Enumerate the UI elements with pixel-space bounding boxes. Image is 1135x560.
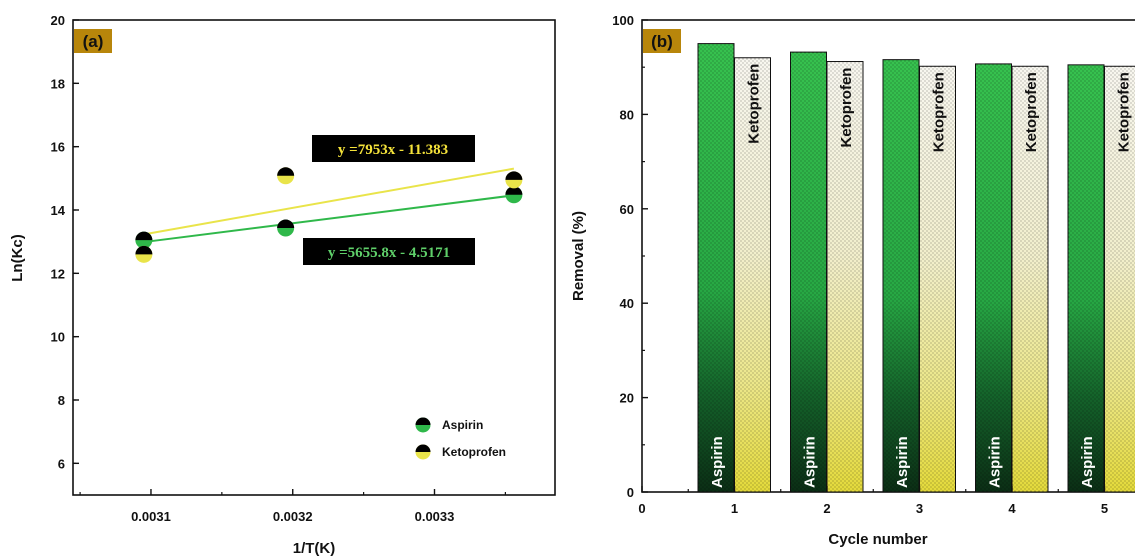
y-tick-label-b: 80 (620, 107, 634, 122)
y-tick-label-a: 10 (51, 330, 65, 345)
bar-label-ketoprofen: Ketoprofen (746, 64, 763, 144)
marker-upper-half (135, 231, 153, 241)
fit-line-ketoprofen (143, 167, 515, 236)
eq-ketoprofen: y =7953x - 11.383 (338, 142, 448, 158)
marker-upper-half (505, 186, 523, 195)
bar-label-ketoprofen: Ketoprofen (838, 68, 855, 148)
bar-aspirin-texture (975, 63, 1012, 493)
x-tick-label-b: 5 (1101, 501, 1108, 516)
panel-b-xlabel: Cycle number (828, 531, 927, 548)
panel-a-scatter: 6 8 10 12 14 16 18 20 0.0031 0.0032 0.0033 (a) y =… (9, 13, 556, 557)
bar-label-ketoprofen: Ketoprofen (931, 72, 948, 152)
y-tick-label-a: 14 (51, 203, 66, 218)
eq-aspirin-box: y =5655.8x - 4.5171 (303, 238, 475, 265)
bar-ketoprofen-texture (919, 66, 956, 493)
bar-label-aspirin: Aspirin (987, 436, 1004, 488)
bar-aspirin-texture (1068, 64, 1104, 492)
bar-ketoprofen-texture (827, 61, 863, 492)
panel-b-label-box: (b) (643, 29, 681, 53)
y-tick-label-a: 20 (51, 13, 65, 28)
panel-a-label-box: (a) (74, 29, 112, 53)
bar-label-ketoprofen: Ketoprofen (1116, 72, 1133, 152)
legend-a-ketoprofen-marker (415, 444, 431, 460)
data-point-ketoprofen (505, 171, 523, 189)
fit-line-aspirin (143, 194, 515, 244)
eq-ketoprofen-box: y =7953x - 11.383 (312, 135, 475, 162)
x-tick-label-a: 0.0031 (131, 509, 171, 524)
y-tick-label-a: 18 (51, 76, 65, 91)
y-tick-label-a: 12 (51, 266, 65, 281)
marker-upper-half (135, 245, 153, 255)
y-tick-label-b: 20 (620, 391, 634, 406)
x-tick-label-b: 2 (823, 501, 830, 516)
x-tick-label-a: 0.0033 (415, 509, 455, 524)
x-tick-label-b: 0 (638, 501, 645, 516)
bar-label-aspirin: Aspirin (709, 436, 726, 488)
marker-upper-half (505, 171, 523, 180)
data-point-ketoprofen (135, 245, 153, 263)
bar-label-ketoprofen: Ketoprofen (1023, 72, 1040, 152)
eq-aspirin: y =5655.8x - 4.5171 (328, 245, 450, 261)
legend-a-aspirin-marker (415, 417, 431, 433)
legend-a: Aspirin Ketoprofen (415, 417, 506, 460)
y-tick-label-b: 40 (620, 296, 634, 311)
legend-a-aspirin-label: Aspirin (442, 418, 483, 432)
data-point-aspirin (135, 231, 153, 249)
panel-a-label: (a) (83, 32, 104, 51)
y-tick-label-b: 60 (620, 202, 634, 217)
bar-aspirin-texture (790, 52, 827, 492)
bar-label-aspirin: Aspirin (1079, 436, 1096, 488)
bar-ketoprofen-texture (734, 57, 771, 492)
y-tick-label-b: 0 (627, 485, 634, 500)
data-point-ketoprofen (277, 167, 295, 185)
marker-upper-half (277, 219, 295, 229)
bar-aspirin-texture (883, 59, 919, 492)
x-tick-label-b: 1 (731, 501, 738, 516)
x-tick-label-b: 3 (916, 501, 923, 516)
data-point-aspirin (505, 186, 523, 204)
bar-ketoprofen-texture (1012, 66, 1048, 493)
panel-b-label: (b) (651, 32, 673, 51)
panel-a-frame (72, 19, 556, 496)
x-tick-label-b: 4 (1008, 501, 1016, 516)
panel-a-ylabel: Ln(Kc) (9, 234, 26, 282)
data-point-aspirin (277, 219, 295, 237)
bar-aspirin-texture (698, 43, 734, 492)
y-tick-label-a: 16 (51, 140, 65, 155)
bar-label-aspirin: Aspirin (894, 436, 911, 488)
panel-b-ylabel: Removal (%) (570, 211, 587, 301)
y-tick-label-a: 6 (58, 456, 65, 471)
bar-label-aspirin: Aspirin (802, 436, 819, 488)
marker-upper-half (277, 167, 295, 176)
legend-a-ketoprofen-label: Ketoprofen (442, 445, 506, 459)
panel-a-xlabel: 1/T(K) (293, 540, 336, 557)
x-tick-label-a: 0.0032 (273, 509, 313, 524)
y-tick-label-b: 100 (612, 13, 634, 28)
bar-ketoprofen-texture (1104, 66, 1135, 493)
panel-b-bars: Aspirin Ketoprofen Aspirin Ketoprofen Aspiri… (570, 13, 1135, 548)
y-tick-label-a: 8 (58, 393, 65, 408)
